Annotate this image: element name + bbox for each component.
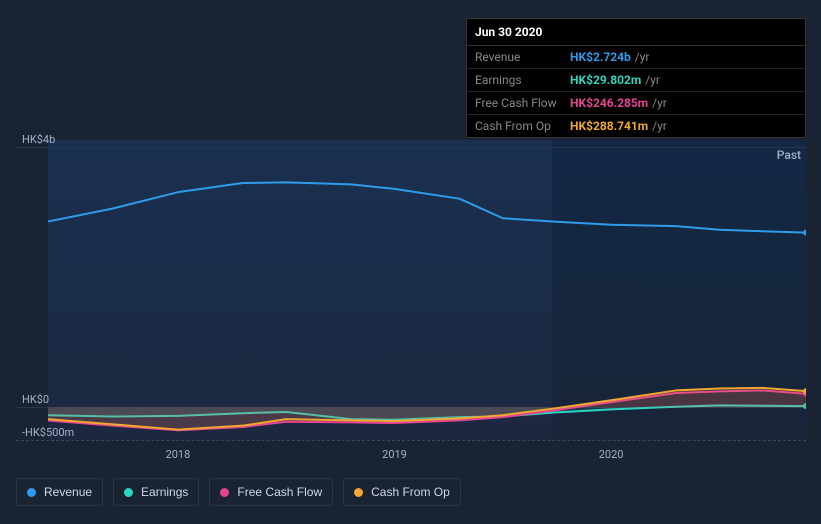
tooltip-label: Cash From Op (475, 119, 570, 133)
y-axis-label: HK$0 (22, 393, 49, 406)
legend-dot (27, 488, 36, 497)
tooltip-suffix: /yr (645, 73, 660, 87)
legend-dot (124, 488, 133, 497)
tooltip-label: Revenue (475, 50, 570, 64)
tooltip-suffix: /yr (652, 119, 667, 133)
tooltip-row: Earnings HK$29.802m /yr (467, 69, 805, 92)
legend-item-fcf[interactable]: Free Cash Flow (209, 478, 333, 506)
legend-dot (354, 488, 363, 497)
legend-item-revenue[interactable]: Revenue (16, 478, 103, 506)
tooltip-value: HK$288.741m (570, 119, 648, 133)
tooltip-suffix: /yr (652, 96, 667, 110)
tooltip-value: HK$246.285m (570, 96, 648, 110)
tooltip-suffix: /yr (635, 50, 650, 64)
past-label: Past (777, 148, 801, 162)
legend-label: Free Cash Flow (237, 485, 322, 499)
legend-label: Revenue (44, 485, 92, 499)
legend-item-cfo[interactable]: Cash From Op (343, 478, 461, 506)
legend-label: Earnings (141, 485, 188, 499)
tooltip-value: HK$29.802m (570, 73, 641, 87)
chart-svg (48, 140, 806, 440)
tooltip-date: Jun 30 2020 (467, 19, 805, 46)
gridline (16, 440, 806, 441)
legend-dot (220, 488, 229, 497)
legend-item-earnings[interactable]: Earnings (113, 478, 199, 506)
tooltip-value: HK$2.724b (570, 50, 631, 64)
chart-container: Jun 30 2020 Revenue HK$2.724b /yr Earnin… (0, 0, 821, 524)
x-axis-label: 2019 (382, 448, 407, 461)
tooltip-row: Free Cash Flow HK$246.285m /yr (467, 92, 805, 115)
tooltip-row: Cash From Op HK$288.741m /yr (467, 115, 805, 137)
x-axis-label: 2020 (599, 448, 624, 461)
chart-legend: Revenue Earnings Free Cash Flow Cash Fro… (16, 478, 461, 506)
chart-tooltip: Jun 30 2020 Revenue HK$2.724b /yr Earnin… (466, 18, 806, 138)
legend-label: Cash From Op (371, 485, 450, 499)
x-axis-label: 2018 (166, 448, 191, 461)
tooltip-label: Free Cash Flow (475, 96, 570, 110)
tooltip-row: Revenue HK$2.724b /yr (467, 46, 805, 69)
tooltip-label: Earnings (475, 73, 570, 87)
